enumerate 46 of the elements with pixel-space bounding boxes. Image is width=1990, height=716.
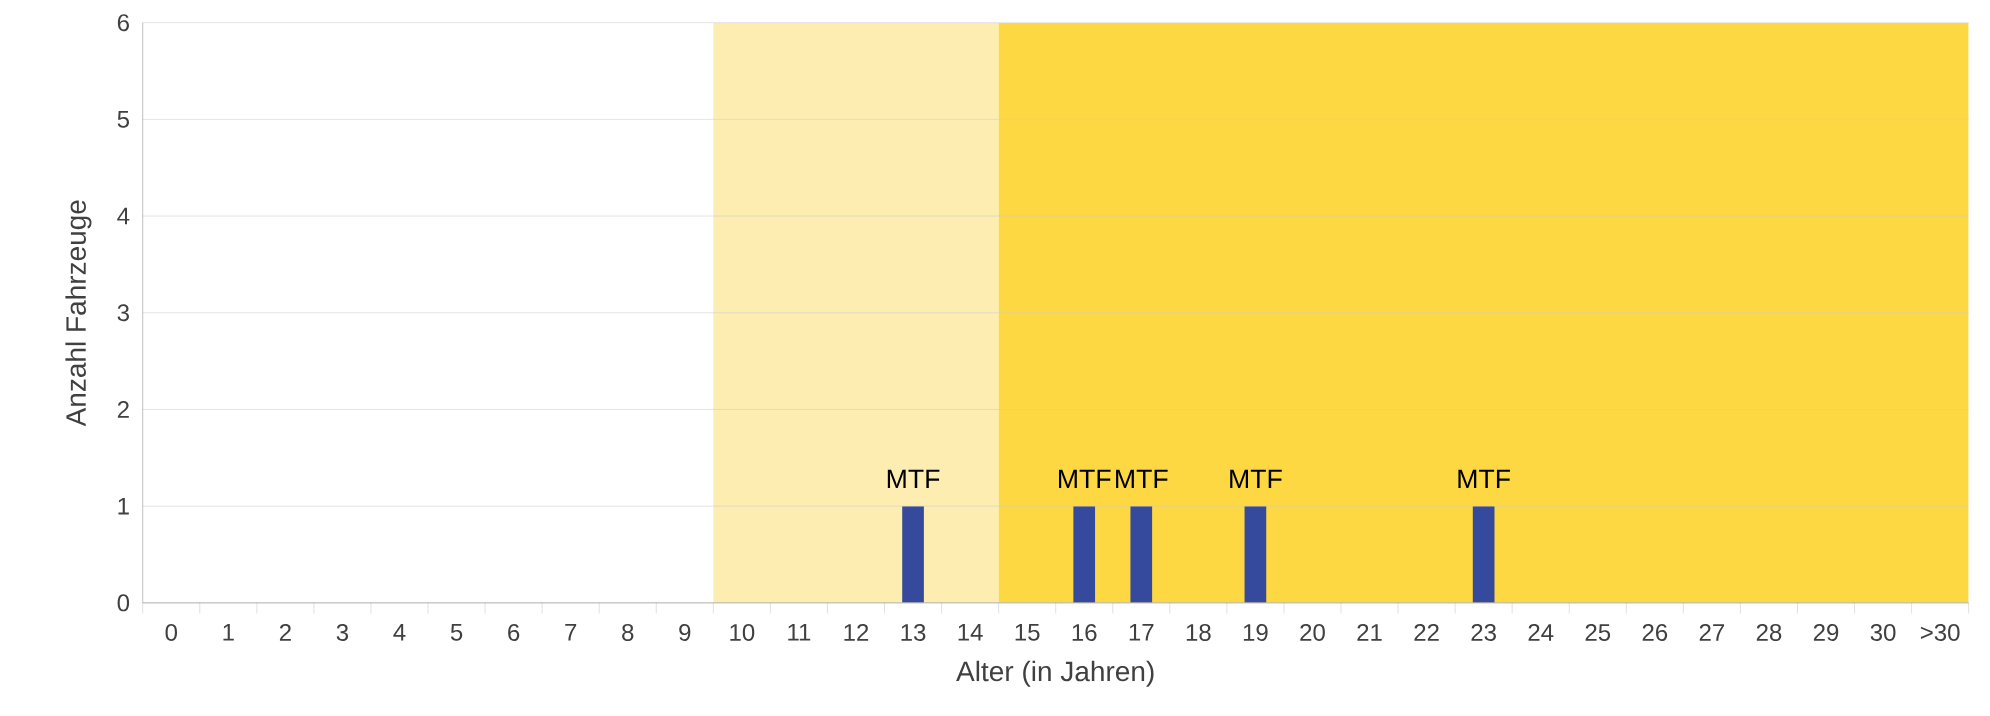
x-tick-label: 17 [1129,623,1154,641]
y-tick-label: 0 [117,594,130,612]
x-tick-label: 2 [279,623,291,641]
y-tick-label: 6 [117,14,129,32]
x-tick-label: 1 [223,623,234,641]
x-tick-label: 22 [1414,623,1439,641]
x-tick-label: 29 [1813,623,1839,641]
x-tick-label: 25 [1585,623,1611,641]
x-axis-title: Alter (in Jahren) [956,660,1154,687]
x-tick-label: 16 [1072,623,1097,641]
x-tick-label: 15 [1015,623,1040,641]
x-tick-label: 30 [1870,623,1896,641]
data-label: MTF [1116,469,1168,488]
x-tick-label: 13 [901,623,926,641]
x-tick-label: 26 [1642,623,1668,641]
x-tick-label: 27 [1699,623,1725,641]
y-tick-label: 4 [117,207,130,225]
x-tick-label: 11 [788,623,811,641]
x-tick-label: 20 [1300,623,1325,641]
x-tick-label: 8 [622,623,634,641]
x-tick-label: 6 [508,623,520,641]
y-tick-label: 1 [118,497,129,515]
y-tick-label: 2 [117,400,129,418]
x-tick-label: 18 [1186,623,1211,641]
x-tick-label: 0 [165,623,178,641]
x-tick-label: 23 [1471,623,1496,641]
x-tick-label: 10 [730,623,755,641]
y-tick-label: 3 [117,304,129,322]
x-tick-label: 5 [450,623,463,641]
x-tick-label: 24 [1528,623,1554,641]
y-tick-label: 5 [117,110,130,128]
x-tick-label: 7 [565,623,577,641]
x-tick-label: 3 [336,623,349,641]
y-axis-title: Anzahl Fahrzeuge [65,200,92,427]
x-tick-label: 21 [1357,623,1382,641]
x-tick-label: 28 [1756,623,1782,641]
data-label: MTF [1059,469,1111,488]
x-tick-label: 14 [958,623,983,641]
x-tick-label: 12 [844,623,869,641]
x-tick-label: >30 [1920,623,1960,641]
x-tick-label: 19 [1243,623,1268,641]
data-label: MTF [887,469,940,488]
x-tick-label: 4 [393,623,406,641]
data-label: MTF [1230,469,1282,488]
data-label: MTF [1458,469,1510,488]
x-tick-label: 9 [679,623,691,641]
